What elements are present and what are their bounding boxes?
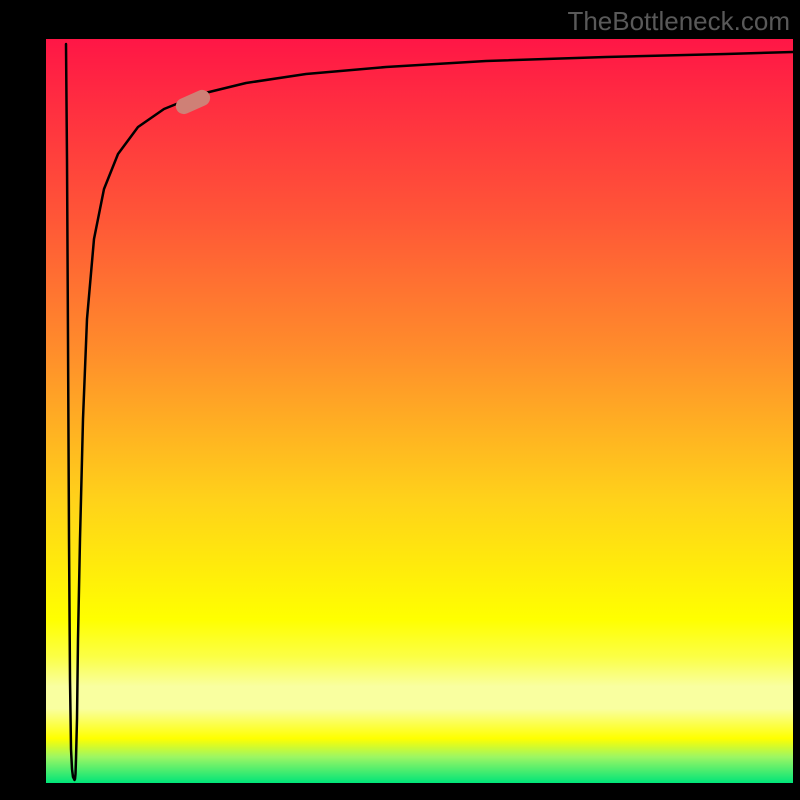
- plot-area: [46, 39, 793, 783]
- watermark-text: TheBottleneck.com: [567, 6, 790, 37]
- bottleneck-curve: [66, 44, 793, 780]
- curve-layer: [46, 39, 793, 783]
